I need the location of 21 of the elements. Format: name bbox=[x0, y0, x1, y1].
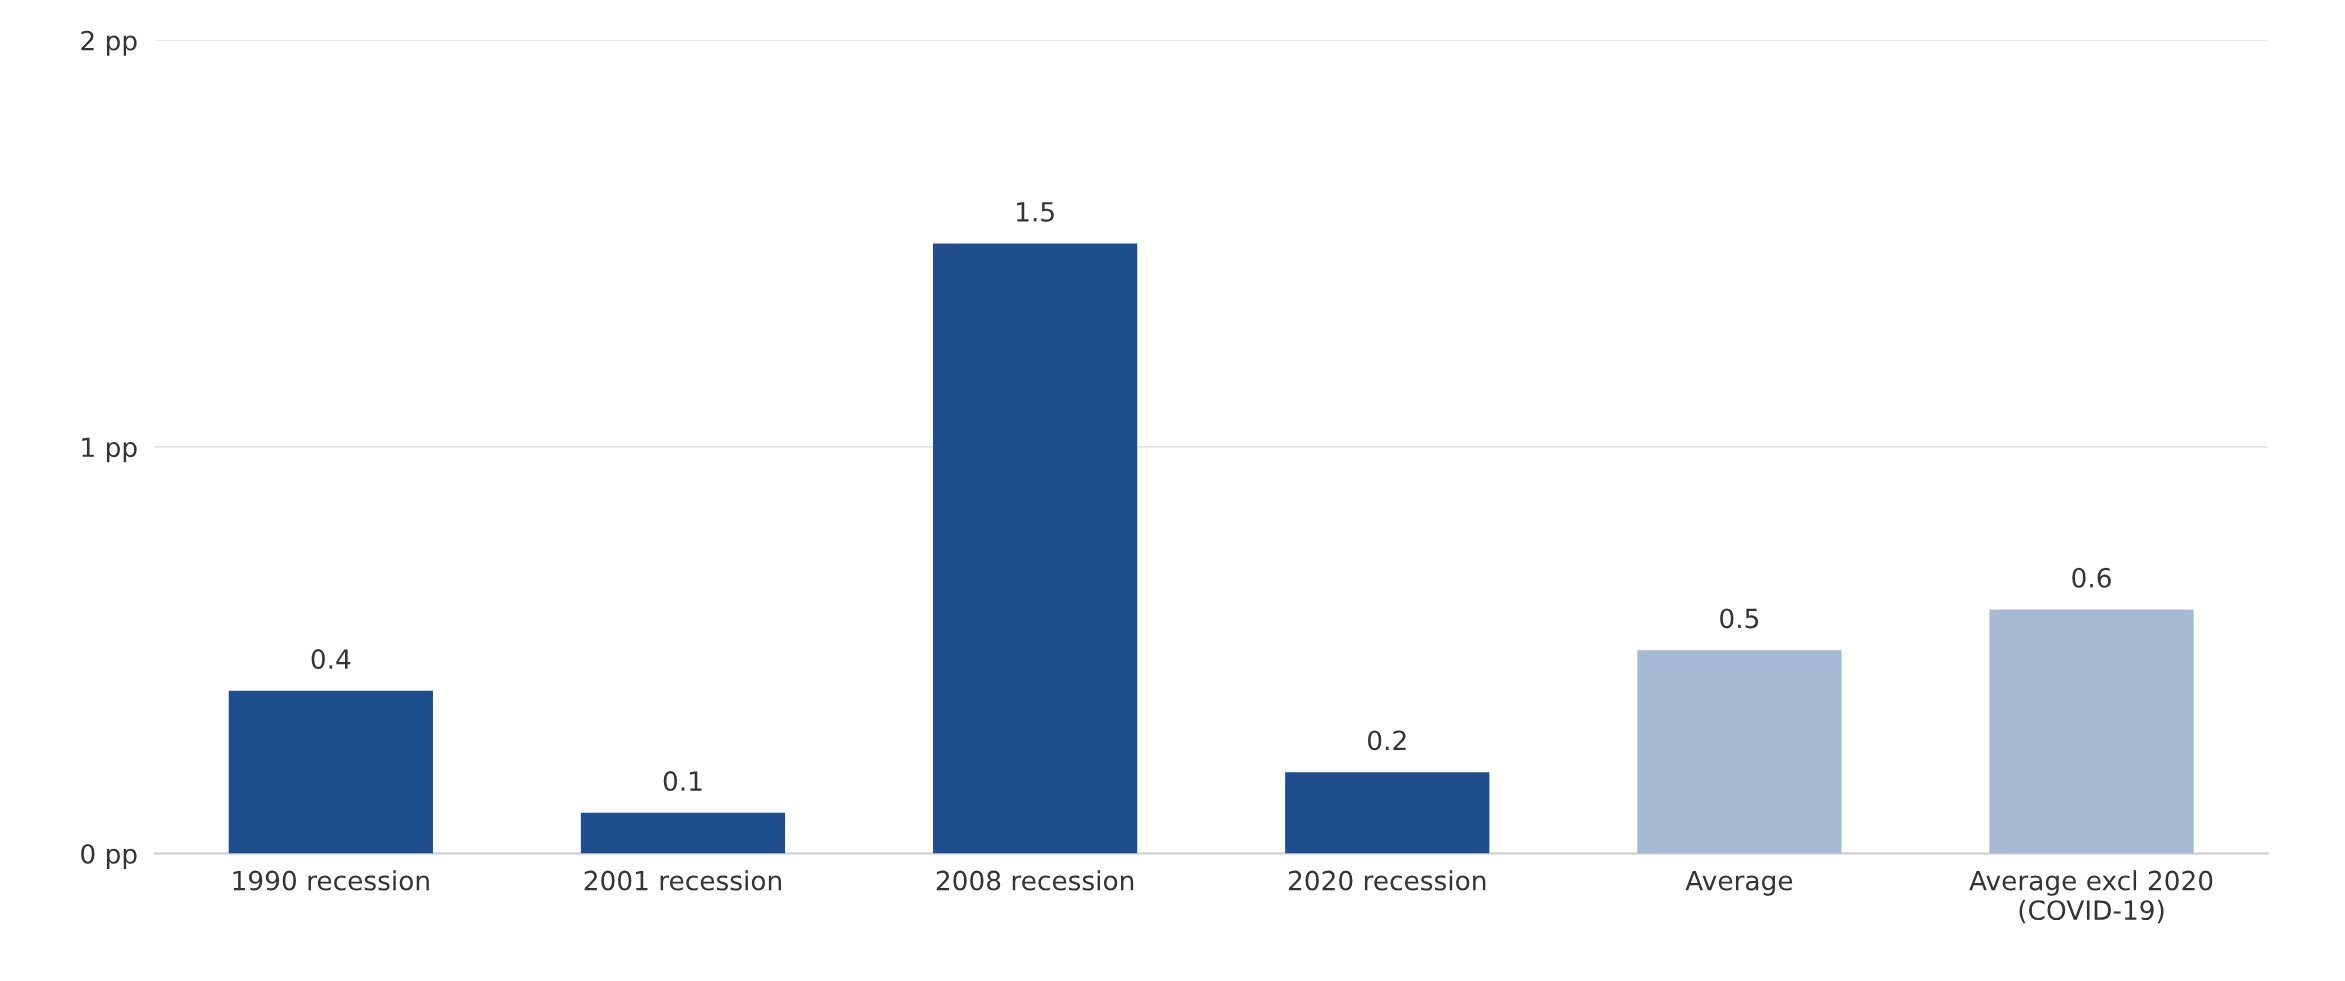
x-tick-label: 2001 recession bbox=[584, 870, 781, 891]
bar bbox=[1989, 609, 2194, 854]
bar bbox=[933, 243, 1138, 854]
data-label: 0.2 bbox=[1368, 730, 1406, 751]
data-label: 0.1 bbox=[663, 771, 702, 792]
x-tick-label: 2008 recession bbox=[936, 870, 1134, 891]
data-label: 0.5 bbox=[1720, 608, 1759, 629]
y-tick-label: 2 pp bbox=[81, 30, 137, 56]
data-label: 0.6 bbox=[2072, 567, 2111, 588]
y-tick-label: 0 pp bbox=[81, 843, 137, 869]
x-tick-label: 2020 recession bbox=[1288, 870, 1486, 891]
bar bbox=[1285, 772, 1490, 854]
x-tick-label: Average excl 2020 (COVID-19) bbox=[1969, 870, 2213, 924]
data-label: 0.4 bbox=[311, 649, 351, 670]
y-tick-label: 1 pp bbox=[82, 437, 137, 463]
data-label: 1.5 bbox=[1017, 202, 1054, 222]
x-tick-label: 1990 recession bbox=[233, 870, 429, 891]
bar bbox=[580, 812, 786, 854]
bar bbox=[228, 690, 433, 854]
bar bbox=[1637, 650, 1842, 854]
x-tick-label: Average bbox=[1685, 870, 1793, 896]
